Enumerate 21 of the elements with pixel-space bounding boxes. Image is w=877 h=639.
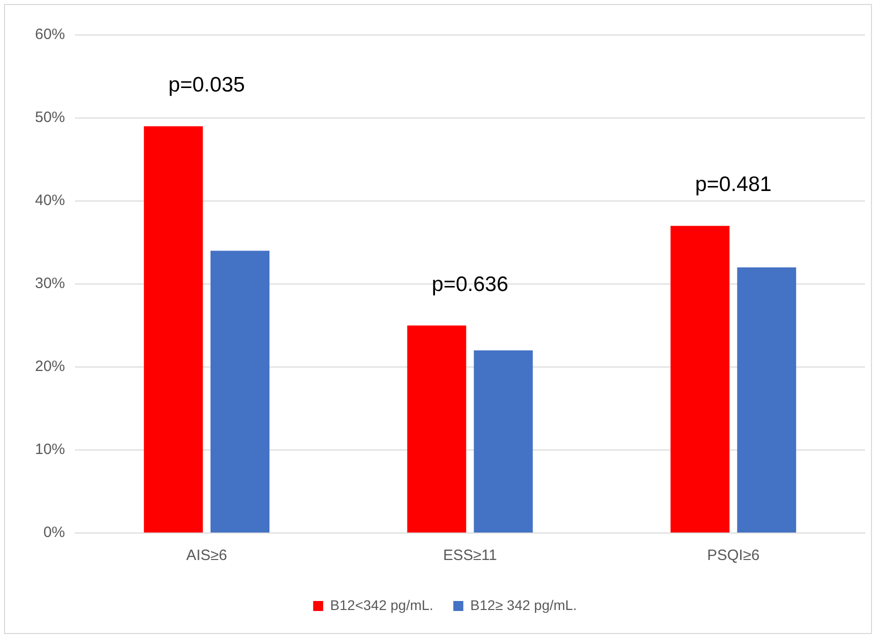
bar (670, 226, 730, 532)
annotation: p=0.636 (432, 272, 508, 296)
bar (474, 350, 533, 532)
legend-label: B12≥ 342 pg/mL. (470, 596, 577, 613)
y-tick-label: 20% (34, 358, 66, 376)
x-tick-label: AIS≥6 (186, 547, 228, 564)
bar (144, 126, 203, 532)
bar (210, 250, 270, 532)
x-tick-label: ESS≥11 (443, 547, 497, 564)
y-tick-label: 40% (34, 192, 66, 210)
bar (407, 326, 466, 532)
legend-label: B12<342 pg/mL. (330, 596, 434, 613)
y-tick-label: 0% (43, 524, 66, 542)
y-tick-label: 60% (34, 26, 66, 44)
y-tick-label: 50% (34, 109, 66, 126)
y-tick-label: 10% (34, 441, 66, 458)
annotation: p=0.481 (695, 173, 772, 196)
x-tick-label: PSQI≥6 (707, 547, 760, 564)
y-tick-label: 30% (34, 275, 66, 292)
bar (737, 267, 796, 532)
annotation: p=0.035 (168, 74, 245, 97)
